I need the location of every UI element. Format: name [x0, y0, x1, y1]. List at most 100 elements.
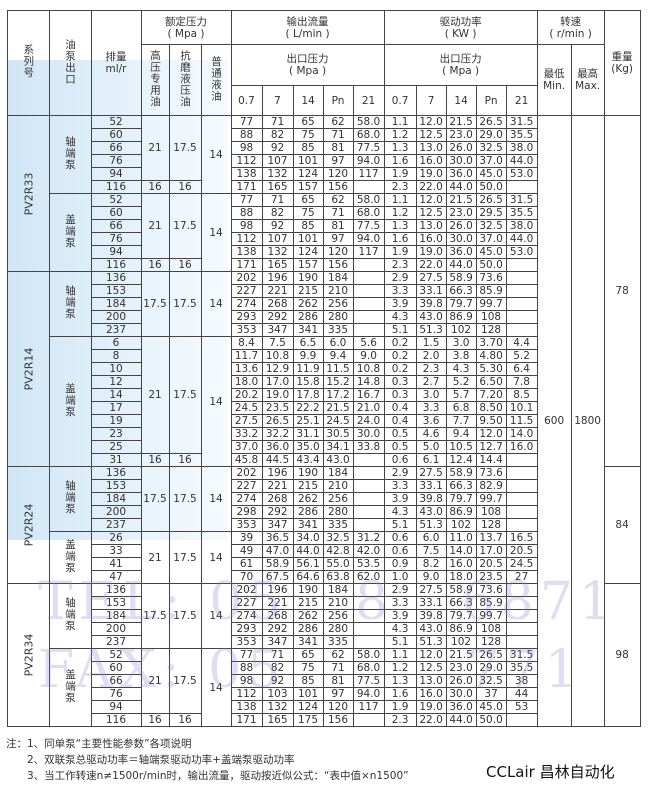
series-cell: PV2R33 — [7, 115, 50, 272]
power-cell: 6.50 — [475, 375, 507, 389]
notes: 注：1、同单泵“主要性能参数”各项说明 2、双联泵总驱动功率＝轴端泵驱动功率+盖… — [6, 736, 409, 784]
flow-cell: 19.0 — [261, 388, 294, 402]
flow-cell: 292 — [261, 622, 294, 636]
power-cell: 128 — [475, 323, 507, 337]
power-cell: 1.3 — [383, 674, 417, 688]
outlet-cell: 盖端泵 — [48, 648, 92, 727]
power-cell: 12.0 — [415, 193, 447, 207]
series-cell: PV2R34 — [7, 583, 50, 727]
power-cell: 1.9 — [383, 167, 417, 181]
power-cell: 1.3 — [383, 219, 417, 233]
flow-cell: 156 — [322, 713, 354, 727]
power-cell: 0.6 — [383, 531, 417, 545]
power-cell: 128 — [475, 518, 507, 532]
outlet-cell: 轴端泵 — [48, 466, 92, 532]
header-flow-outlet-pressure: 出口压力( Mpa ) — [230, 44, 385, 86]
flow-cell: 62 — [322, 648, 354, 662]
displacement-cell: 237 — [90, 518, 142, 532]
power-cell: 73.6 — [475, 466, 507, 480]
flow-cell: 35.0 — [292, 440, 324, 454]
power-cell: 11.0 — [445, 531, 477, 545]
power-cell — [505, 635, 538, 649]
flow-cell: 120 — [322, 700, 354, 714]
flow-cell: 215 — [292, 284, 324, 298]
flow-cell: 274 — [230, 609, 263, 623]
table-row: 76 112 107 101 97 94.0 1.6 16.0 30.0 37.0 44.0 — [8, 154, 641, 168]
power-cell: 44.0 — [445, 713, 477, 727]
flow-cell: 256 — [322, 609, 354, 623]
hp-oil-pressure: 21 — [140, 336, 170, 454]
flow-cell: 98 — [230, 674, 263, 688]
power-cell: 33.1 — [415, 596, 447, 610]
power-cell: 30.0 — [445, 232, 477, 246]
flow-cell: 227 — [230, 479, 263, 493]
displacement-cell: 66 — [90, 674, 142, 688]
displacement-cell: 136 — [90, 583, 142, 597]
power-cell: 35.5 — [505, 661, 538, 675]
flow-cell: 24.0 — [352, 414, 385, 428]
flow-cell: 22.2 — [292, 401, 324, 415]
flow-cell — [352, 583, 385, 597]
flow-cell: 71 — [261, 648, 294, 662]
flow-cell: 49 — [230, 544, 263, 558]
header-speed-max: 最高 Max. — [570, 44, 605, 116]
flow-cell: 107 — [261, 154, 294, 168]
displacement-cell: 116 — [90, 713, 142, 727]
flow-cell: 335 — [322, 635, 354, 649]
speed-label: 转速 — [560, 15, 582, 28]
table-row: 66 98 92 85 81 77.5 1.3 13.0 26.0 32.5 38 — [8, 674, 641, 688]
power-cell: 6.4 — [505, 362, 538, 376]
flow-cell — [352, 310, 385, 324]
power-cell: 44.0 — [445, 258, 477, 272]
flow-cell: 353 — [230, 635, 263, 649]
outlet-label: 轴端泵 — [64, 285, 76, 320]
outlet-label: 轴端泵 — [64, 135, 76, 171]
power-cell: 10.1 — [505, 401, 538, 415]
displacement-cell: 10 — [90, 362, 142, 376]
aw-oil-pressure: 16 — [168, 258, 202, 272]
flow-cell: 184 — [322, 271, 354, 285]
power-cell: 1.2 — [383, 661, 417, 675]
power-cell: 85.9 — [475, 596, 507, 610]
notes-prefix: 注： — [6, 738, 27, 750]
power-cell: 3.3 — [383, 479, 417, 493]
displacement-cell: 200 — [90, 310, 142, 324]
flow-cell: 77.5 — [352, 219, 385, 233]
displacement-cell: 184 — [90, 297, 142, 311]
power-cell: 3.0 — [445, 336, 477, 350]
flow-cell: 262 — [292, 297, 324, 311]
power-cell: 23.0 — [445, 128, 477, 142]
flow-cell: 82 — [261, 128, 294, 142]
flow-cell: 27.5 — [230, 414, 263, 428]
displacement-cell: 52 — [90, 648, 142, 662]
displacement-cell: 76 — [90, 687, 142, 701]
power-cell: 23.0 — [445, 206, 477, 220]
speed-max-en: Max. — [575, 80, 601, 92]
flow-outlet-pressure-unit: ( Mpa ) — [289, 65, 327, 77]
power-cell: 53.0 — [505, 245, 538, 259]
flow-cell: 341 — [292, 518, 324, 532]
table-row: 116 16 16 171 165 175 156 2.3 22.0 44.0 50.0 — [8, 713, 641, 727]
flow-cell: 353 — [230, 323, 263, 337]
flow-cell: 117 — [352, 245, 385, 259]
power-cell: 0.6 — [383, 453, 417, 467]
outlet-cell: 盖端泵 — [48, 531, 92, 584]
flow-cell — [352, 479, 385, 493]
table-row: 200 298 292 286 280 4.3 43.0 86.9 108 — [8, 505, 641, 519]
power-cell: 5.30 — [475, 362, 507, 376]
table-row: 10 13.6 12.9 11.9 11.5 10.8 0.2 2.3 4.3 5.30 6.4 — [8, 362, 641, 376]
flow-cell — [352, 635, 385, 649]
power-cell: 53.0 — [505, 167, 538, 181]
flow-cell: 97 — [322, 687, 354, 701]
normal-oil-pressure: 14 — [200, 583, 232, 649]
displacement-cell: 25 — [90, 440, 142, 454]
power-cell: 16.0 — [415, 154, 447, 168]
power-cell: 26.5 — [475, 648, 507, 662]
aw-oil-label: 抗磨液压油 — [179, 49, 191, 108]
header-hp-oil: 高压专用油 — [140, 44, 170, 116]
power-cell: 19.0 — [415, 167, 447, 181]
flow-cell: 92 — [261, 219, 294, 233]
power-cell: 31.5 — [505, 193, 538, 207]
flow-cell: 81 — [322, 674, 354, 688]
power-cell: 39.8 — [415, 297, 447, 311]
